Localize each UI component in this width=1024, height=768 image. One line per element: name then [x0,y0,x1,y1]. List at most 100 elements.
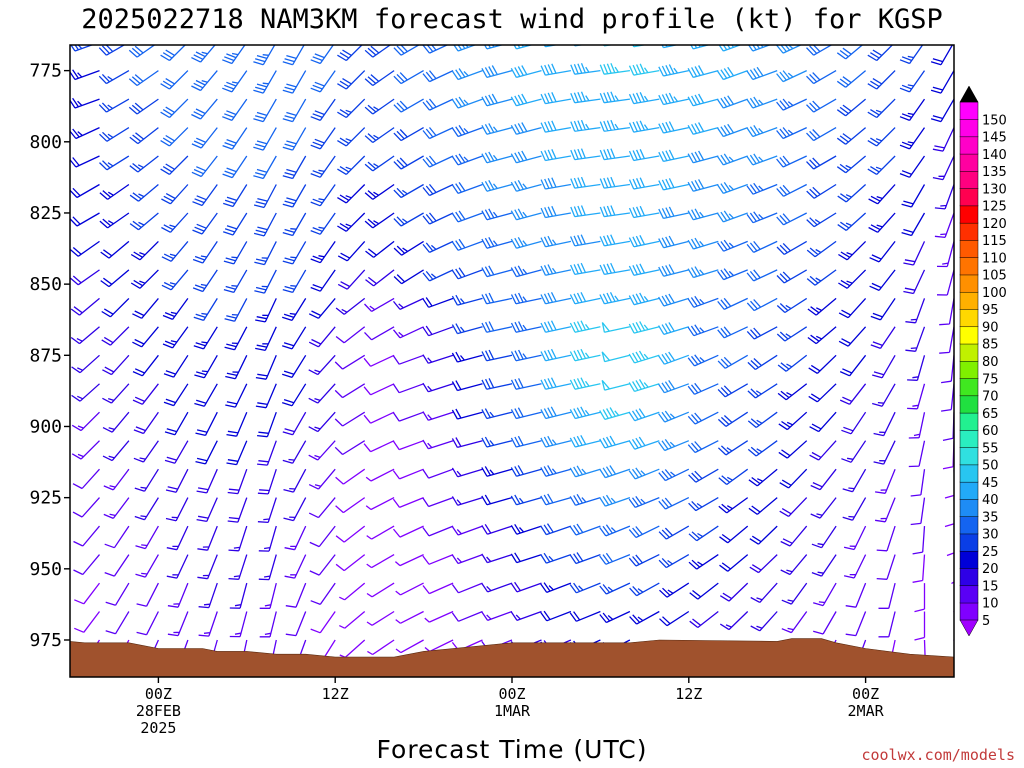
wind-barb [540,582,572,594]
wind-barb [255,326,277,352]
wind-barb [868,184,896,205]
wind-barb [392,326,424,339]
wind-barb [395,610,424,624]
wind-barb [903,241,926,266]
wind-barb [259,611,277,638]
wind-barb [930,98,954,123]
wind-barb [481,553,513,564]
wind-barb [102,354,130,376]
wind-barb [658,206,689,220]
wind-barb [310,184,336,207]
wind-barb [310,241,336,264]
wind-barb [719,582,749,602]
wind-barb [687,150,719,164]
colorbar-label: 110 [982,251,1007,266]
wind-barb [837,184,867,203]
wind-barb [719,525,749,544]
wind-barb [392,496,424,509]
wind-barb [540,406,572,420]
wind-barb [599,234,631,247]
colorbar-label: 85 [982,338,999,353]
wind-barb [875,497,896,523]
wind-barb [599,465,631,479]
wind-barb [776,326,808,342]
x-axis-title: Forecast Time (UTC) [377,735,648,764]
wind-barb [451,323,483,335]
wind-barb [878,582,896,609]
colorbar-swatch [959,447,979,466]
wind-barb [813,611,837,635]
wind-barb [659,610,690,627]
wind-barb [570,91,601,104]
colorbar-label: 90 [982,321,999,336]
wind-barb [136,582,159,607]
wind-barb [836,127,867,145]
wind-barb [481,321,513,333]
wind-barb [718,497,749,514]
wind-barb [105,582,130,606]
wind-barb [481,179,513,192]
wind-barb [103,468,130,491]
wind-barb [905,326,926,352]
wind-barb [836,155,867,174]
wind-barb [363,411,395,424]
wind-barb [337,155,366,175]
wind-barb [281,326,307,350]
wind-barb [198,611,218,637]
wind-barb [746,326,778,340]
wind-barb [510,378,542,390]
wind-barb [70,69,100,81]
wind-barb [628,292,660,306]
wind-barb [422,496,454,508]
wind-barb [908,440,926,468]
colorbar-label: 30 [982,528,999,543]
wind-barb [628,63,660,76]
wind-barb [101,326,130,346]
wind-barb [339,611,366,629]
wind-barb [364,155,395,172]
wind-barb [914,583,926,613]
wind-barb [98,98,130,113]
wind-barb [393,127,424,142]
wind-barb [223,269,248,294]
wind-barb [422,382,454,393]
wind-barb [257,440,277,466]
wind-barb [810,468,837,491]
wind-barb [71,411,100,432]
wind-barb [308,440,336,461]
wind-barb [259,582,277,609]
wind-barb [310,98,336,122]
wind-barb [451,437,483,449]
wind-barb [628,467,660,480]
wind-barb [481,265,513,278]
wind-barb [806,155,837,170]
wind-barb [222,127,248,150]
wind-barb [540,264,572,276]
wind-barb [687,354,719,367]
wind-barb [908,412,926,439]
wind-barb [510,93,542,107]
wind-barb [540,348,572,362]
colorbar-swatch [959,464,979,483]
wind-barb [98,70,130,85]
wind-barb [510,581,542,593]
wind-barb [451,351,483,363]
colorbar-swatch [959,274,979,293]
wind-barb [806,98,837,113]
wind-barb [808,383,837,403]
wind-barb [540,63,572,76]
wind-barb [806,70,837,85]
wind-barb [451,408,483,420]
wind-barb [876,554,896,580]
wind-barb [689,582,719,600]
wind-barb [422,98,454,111]
credit-label: coolwx.com/models [861,746,1015,764]
wind-barb [807,297,837,316]
wind-barb [934,184,954,210]
wind-barb [224,326,248,351]
wind-barb [658,264,689,277]
wind-barb [569,406,601,420]
wind-barb [364,127,395,144]
wind-barb [132,326,159,348]
